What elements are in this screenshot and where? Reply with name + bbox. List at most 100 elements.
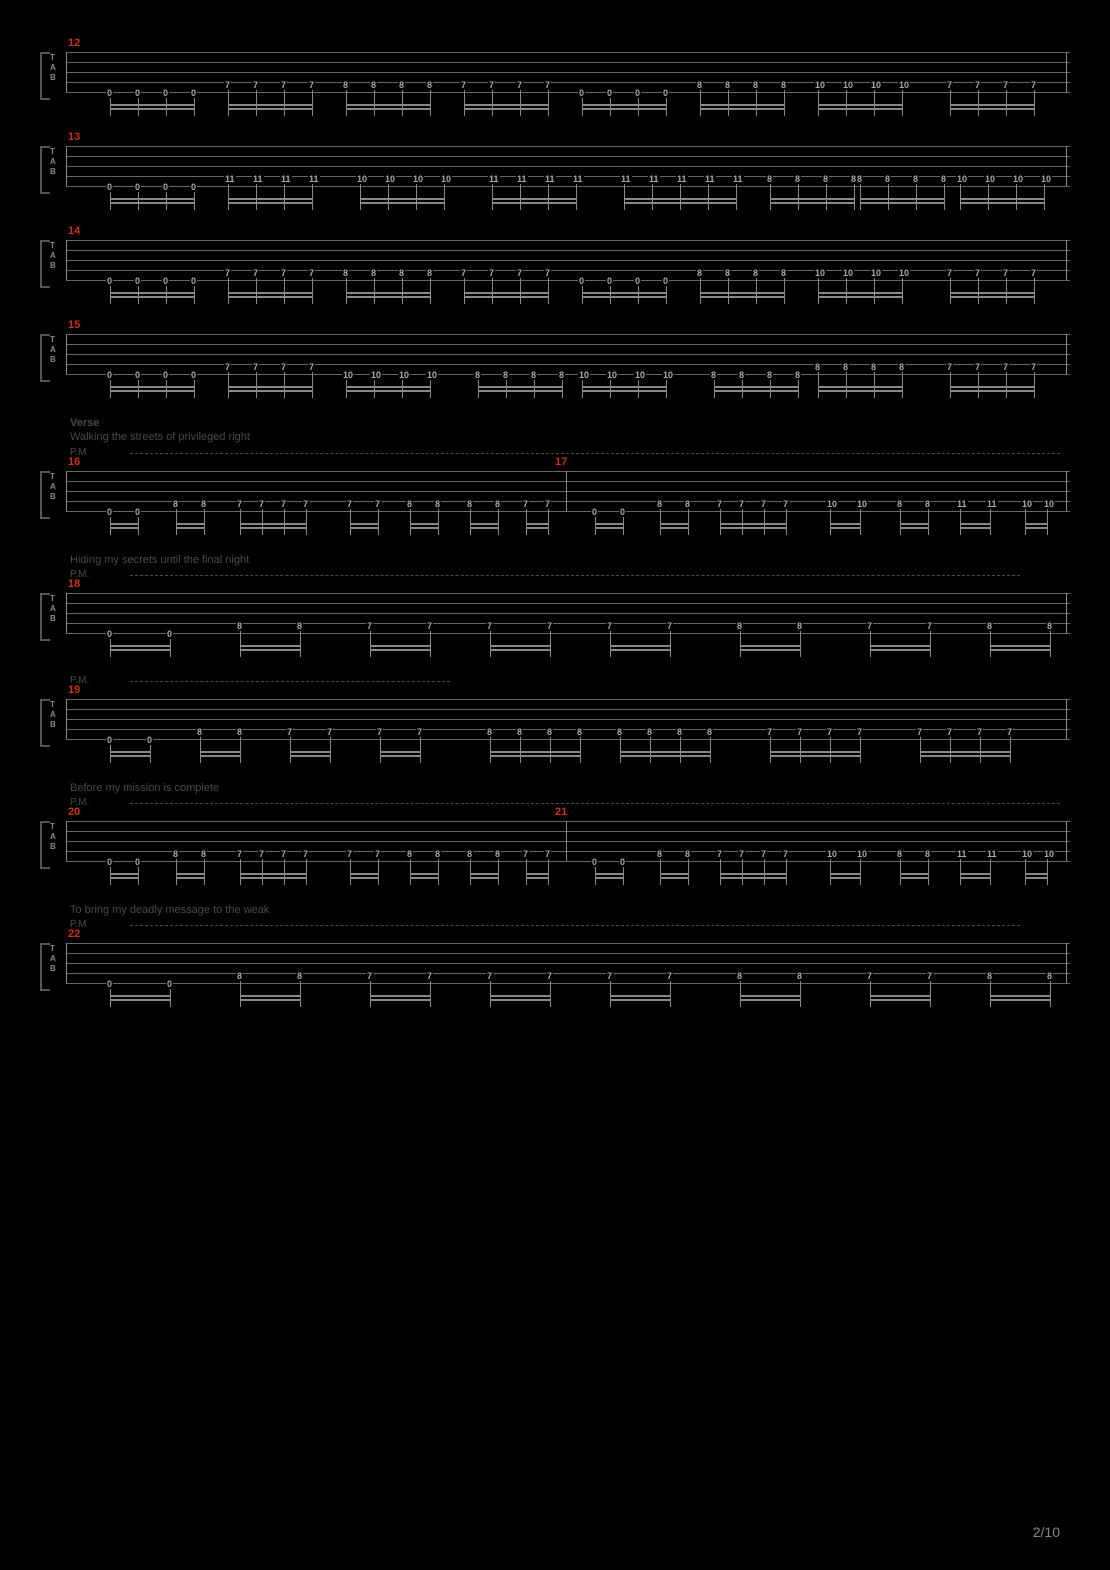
note-stem <box>670 981 671 1007</box>
fret-number: 7 <box>974 362 981 372</box>
beam <box>240 645 300 647</box>
note-stem <box>228 278 229 304</box>
note-stem <box>284 509 285 535</box>
fret-number: 8 <box>196 727 203 737</box>
note-stem <box>228 90 229 116</box>
staff-container: 12TAB00007777888877770000888810101010777… <box>40 40 1070 112</box>
beam <box>624 202 736 204</box>
beam <box>470 527 498 529</box>
beam <box>960 527 990 529</box>
note-stem <box>520 737 521 763</box>
tab-staff: 000077778888777700008888101010107777 <box>66 52 1070 92</box>
note-stem <box>960 859 961 885</box>
beam <box>240 523 306 525</box>
fret-number: 7 <box>252 80 259 90</box>
note-stem <box>430 981 431 1007</box>
fret-number: 10 <box>1021 849 1033 859</box>
beam <box>110 104 194 106</box>
barline <box>66 334 67 374</box>
staff-line <box>66 633 1070 634</box>
note-stem <box>470 859 471 885</box>
staff-line <box>66 943 1070 944</box>
beam <box>950 292 1034 294</box>
fret-number: 8 <box>736 971 743 981</box>
fret-number: 0 <box>591 507 598 517</box>
fret-number: 0 <box>106 857 113 867</box>
note-stem <box>582 286 583 304</box>
tab-clef: TAB <box>50 472 56 502</box>
note-stem <box>756 90 757 116</box>
fret-number: 8 <box>912 174 919 184</box>
barline <box>66 821 67 861</box>
beam <box>490 999 550 1001</box>
fret-number: 11 <box>280 174 292 184</box>
note-stem <box>284 372 285 398</box>
fret-number: 7 <box>286 727 293 737</box>
beam <box>818 108 902 110</box>
fret-number: 7 <box>488 80 495 90</box>
beam <box>110 877 138 879</box>
note-stem <box>346 90 347 116</box>
beam <box>660 527 688 529</box>
beam <box>720 873 786 875</box>
fret-number: 7 <box>856 727 863 737</box>
beam <box>870 645 930 647</box>
fret-number: 7 <box>1002 268 1009 278</box>
note-stem <box>1050 631 1051 657</box>
beam <box>110 390 194 392</box>
fret-number: 8 <box>296 621 303 631</box>
fret-number: 8 <box>200 499 207 509</box>
note-stem <box>170 639 171 657</box>
system-bracket <box>40 334 50 382</box>
staff-line <box>66 861 1070 862</box>
beam <box>960 873 990 875</box>
note-stem <box>818 90 819 116</box>
note-stem <box>240 981 241 1007</box>
note-stem <box>1010 737 1011 763</box>
fret-number: 0 <box>106 735 113 745</box>
note-stem <box>595 517 596 535</box>
measure-number: 15 <box>68 319 80 331</box>
note-stem <box>1034 278 1035 304</box>
beam <box>110 649 170 651</box>
note-stem <box>444 184 445 210</box>
beam <box>110 202 194 204</box>
staff-line <box>66 334 1070 335</box>
beam <box>478 390 562 392</box>
fret-number: 0 <box>134 370 141 380</box>
beam <box>950 386 1034 388</box>
staff-line <box>66 270 1070 271</box>
beam <box>110 873 138 875</box>
note-stem <box>650 737 651 763</box>
tab-staff: 008877778888888877777777 <box>66 699 1070 739</box>
note-stem <box>902 372 903 398</box>
barline <box>566 821 567 861</box>
fret-number: 8 <box>752 80 759 90</box>
beam <box>370 649 430 651</box>
note-stem <box>818 278 819 304</box>
note-stem <box>1006 372 1007 398</box>
staff-line <box>66 953 1070 954</box>
note-stem <box>228 372 229 398</box>
beam <box>228 296 312 298</box>
beam <box>240 873 306 875</box>
beam <box>1025 523 1047 525</box>
palm-mute-label: P.M. <box>70 675 1070 687</box>
fret-number: 10 <box>814 80 826 90</box>
beam <box>464 108 548 110</box>
note-stem <box>284 184 285 210</box>
barline <box>66 593 67 633</box>
beam <box>830 523 860 525</box>
note-stem <box>360 184 361 210</box>
fret-number: 11 <box>252 174 264 184</box>
fret-number: 7 <box>280 80 287 90</box>
note-stem <box>548 509 549 535</box>
fret-number: 7 <box>376 727 383 737</box>
note-stem <box>520 184 521 210</box>
note-stem <box>770 184 771 210</box>
fret-number: 7 <box>308 362 315 372</box>
note-stem <box>960 509 961 535</box>
fret-number: 7 <box>946 80 953 90</box>
note-stem <box>688 859 689 885</box>
system-bracket <box>40 593 50 641</box>
